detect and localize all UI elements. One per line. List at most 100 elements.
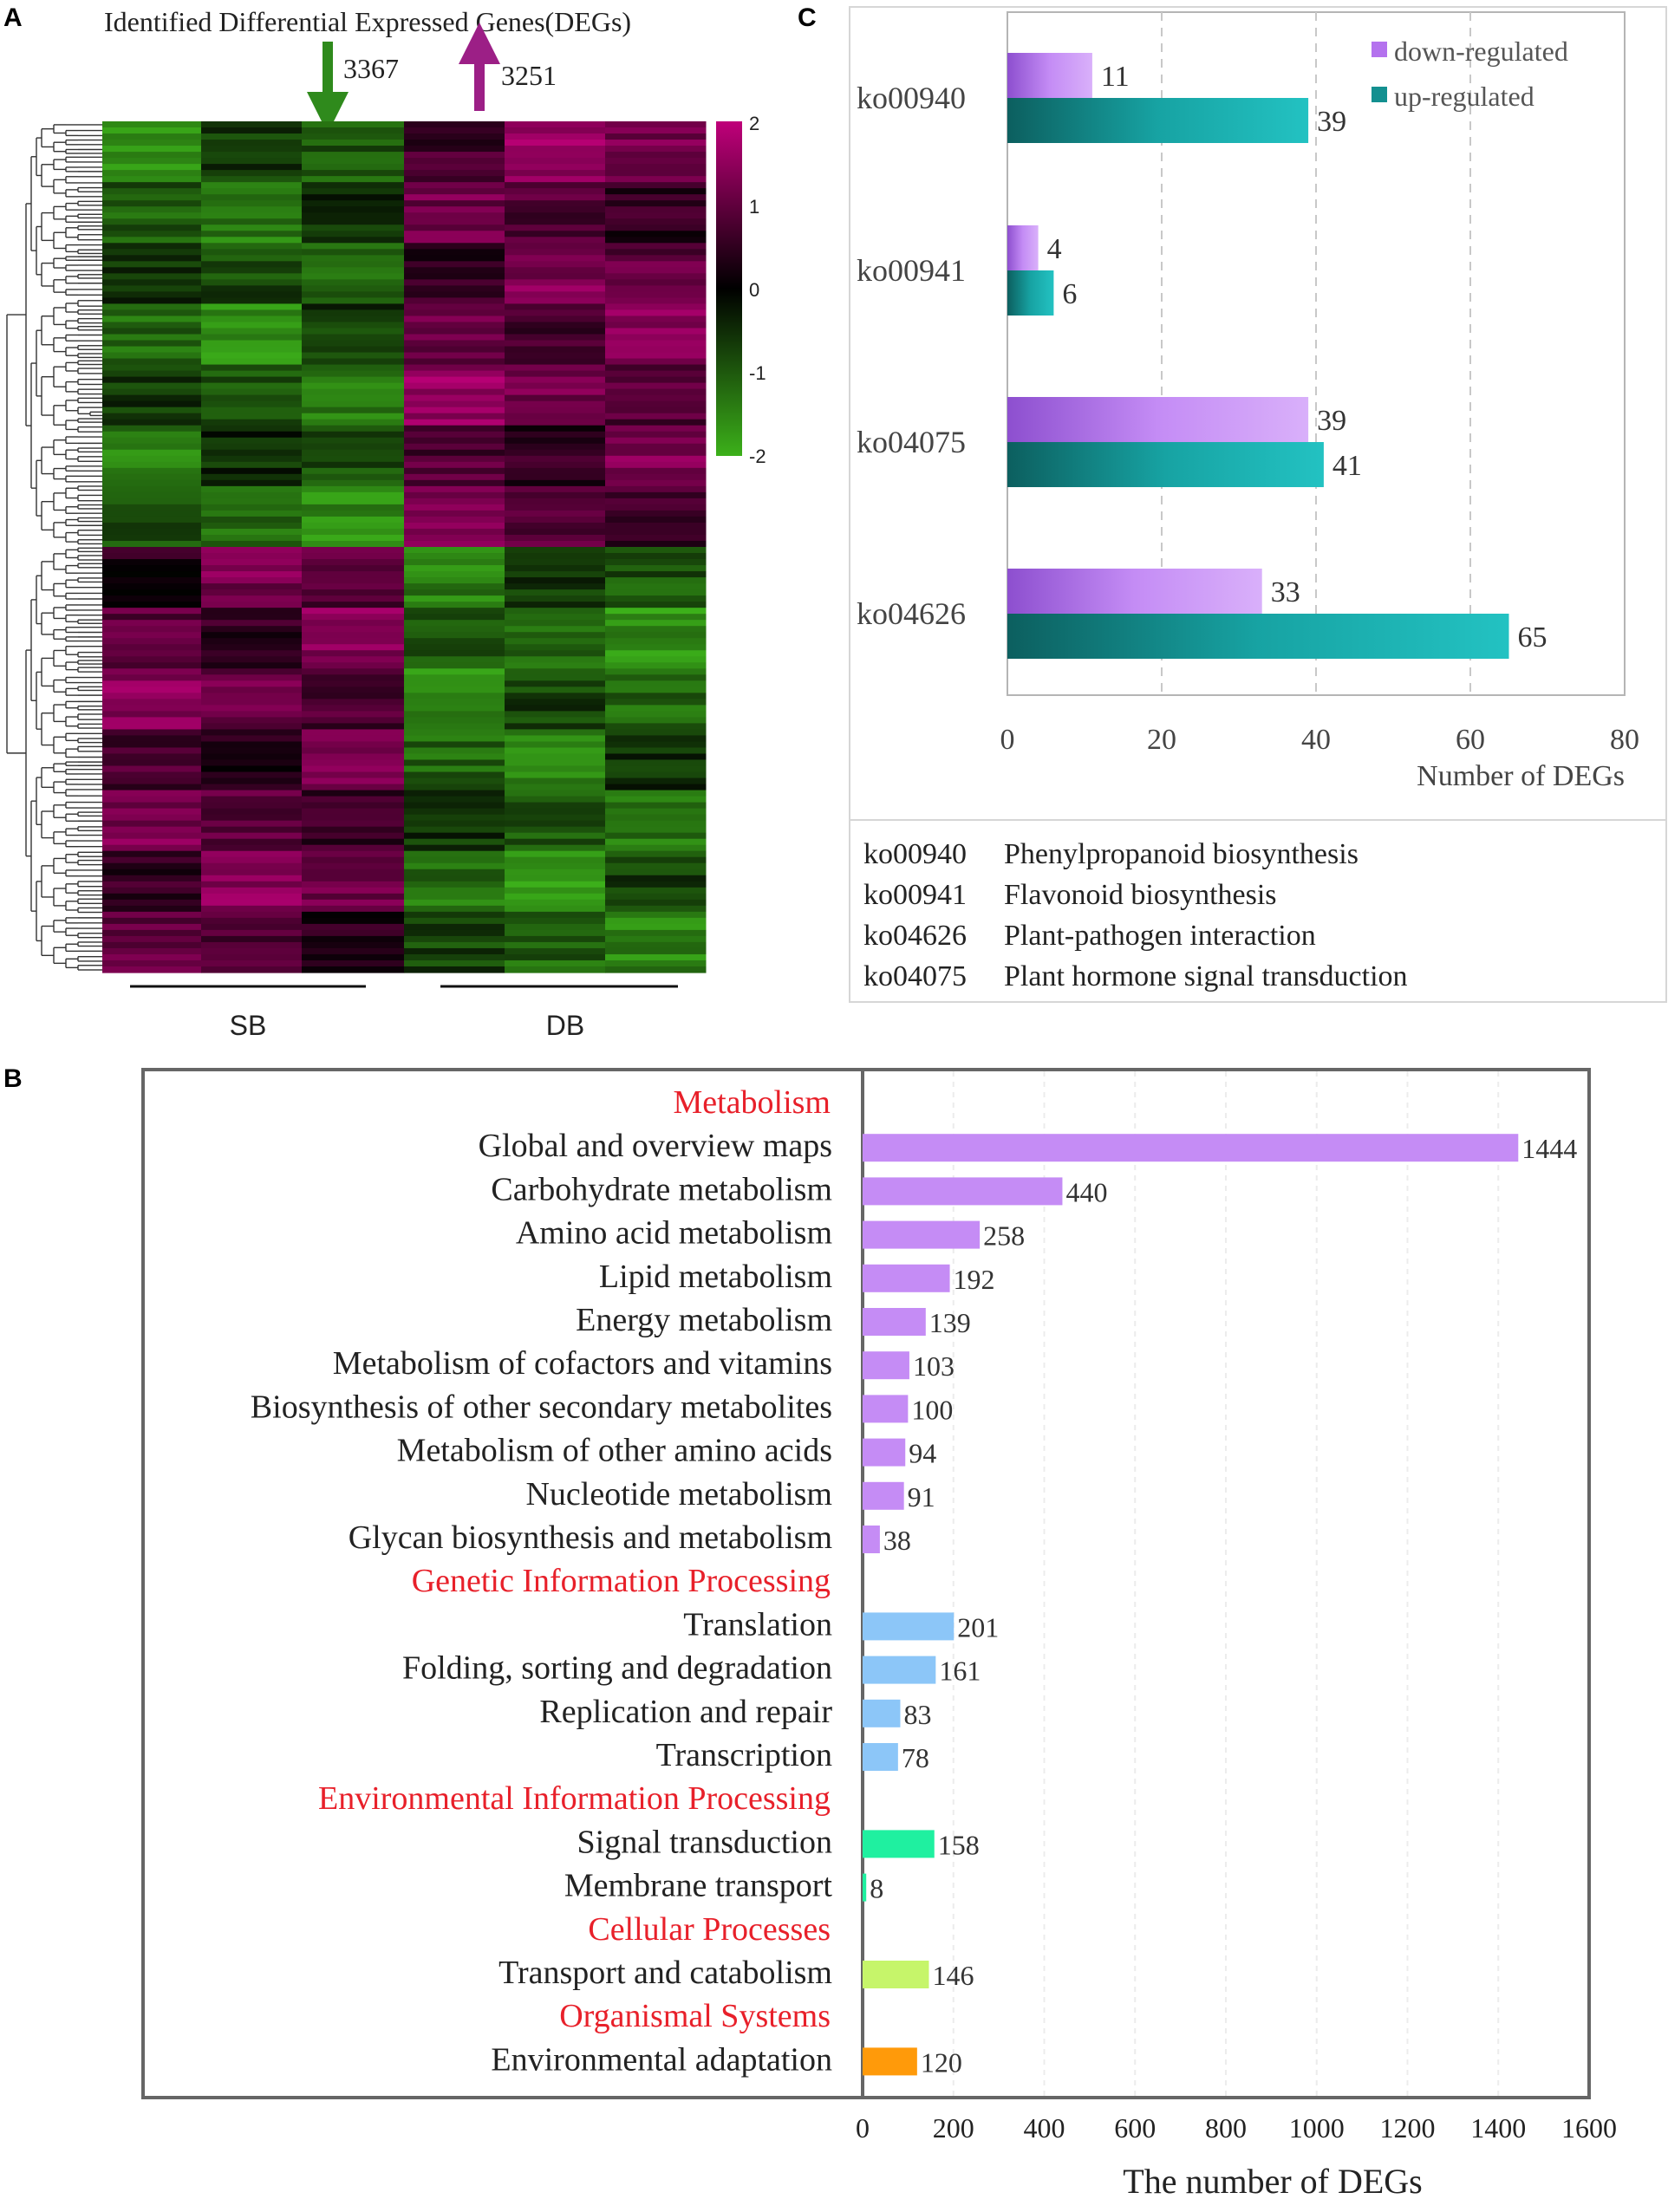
heatmap-cell <box>404 899 505 907</box>
heatmap-cell <box>201 693 303 699</box>
heatmap-cell <box>102 479 202 487</box>
heatmap-cell <box>404 583 505 590</box>
heatmap-cell <box>302 547 405 554</box>
heatmap-cell <box>605 297 707 305</box>
pathway-definitions: ko00940 Phenylpropanoid biosynthesis ko0… <box>863 838 1408 992</box>
heatmap-cell <box>404 322 505 329</box>
heatmap-cell <box>404 953 505 961</box>
heatmap-cell <box>302 765 405 773</box>
heatmap-cell <box>404 358 505 366</box>
category-label: ko00941 <box>857 253 966 288</box>
heatmap-cell <box>404 875 505 882</box>
heatmap-cell <box>404 127 505 134</box>
heatmap-cell <box>404 255 505 262</box>
heatmap-cell <box>505 528 606 536</box>
heatmap-cell <box>404 200 505 207</box>
heatmap-cell <box>102 705 202 712</box>
heatmap-cell <box>102 498 202 505</box>
heatmap-cell <box>505 705 606 712</box>
heatmap-cell <box>404 911 505 919</box>
heatmap-cell <box>404 534 505 542</box>
heatmap-cell <box>302 400 405 408</box>
heatmap-cell <box>201 407 303 414</box>
heatmap-cell <box>404 820 505 828</box>
heatmap-cell <box>605 674 707 681</box>
panel-b-x-ticks: 0 200 400 600 800 1000 1200 1400 1600 <box>856 2112 1617 2144</box>
heatmap-cell <box>102 808 202 816</box>
heatmap-cell <box>505 814 606 822</box>
heatmap-cell <box>605 953 707 961</box>
heatmap-cell <box>404 164 505 171</box>
heatmap-cell <box>404 632 505 639</box>
heatmap-cell <box>102 771 202 779</box>
heatmap-cell <box>302 358 405 366</box>
heatmap-cell <box>102 741 202 749</box>
heatmap-cell <box>201 626 303 633</box>
heatmap-cell <box>505 844 606 852</box>
heatmap-cell <box>404 340 505 348</box>
heatmap-cell <box>201 711 303 718</box>
heatmap-cell <box>102 674 202 681</box>
heatmap-cell <box>201 656 303 663</box>
heatmap-cell <box>302 729 405 737</box>
heatmap-cell <box>201 194 303 201</box>
heatmap-cell <box>605 443 707 451</box>
bar <box>863 1264 950 1292</box>
heatmap-cell <box>505 182 606 189</box>
heatmap-cell <box>404 844 505 852</box>
heatmap-cell <box>102 309 202 317</box>
heatmap-cell <box>404 376 505 384</box>
heatmap-cell <box>102 784 202 791</box>
bar <box>863 1220 981 1249</box>
bar-value-label: 11 <box>1101 61 1130 93</box>
heatmap-cell <box>605 431 707 439</box>
heatmap-cell <box>102 261 202 268</box>
heatmap-cell <box>505 735 606 743</box>
subcategory-label: Global and overview maps <box>479 1128 832 1164</box>
heatmap-cell <box>201 608 303 615</box>
bar-value-label: 41 <box>1332 450 1362 482</box>
heatmap-cell <box>605 528 707 536</box>
heatmap-cell <box>404 686 505 693</box>
bar <box>863 1612 955 1641</box>
heatmap-cell <box>302 826 405 834</box>
heatmap-cell <box>404 218 505 225</box>
heatmap-cell <box>404 419 505 426</box>
heatmap-cell <box>605 881 707 888</box>
x-tick-label: 0 <box>856 2112 870 2144</box>
heatmap-cell <box>605 717 707 725</box>
heatmap-cell <box>404 602 505 608</box>
heatmap-cell <box>102 370 202 378</box>
heatmap-cell <box>404 869 505 876</box>
bar <box>863 2047 917 2076</box>
heatmap-cell <box>102 218 202 225</box>
heatmap-cell <box>505 784 606 791</box>
x-tick-label: 800 <box>1205 2112 1247 2144</box>
heatmap-cell <box>505 388 606 396</box>
heatmap-cell <box>404 771 505 779</box>
bar <box>863 1134 1519 1162</box>
heatmap-cell <box>505 608 606 615</box>
heatmap-cell <box>605 771 707 779</box>
heatmap-cell <box>102 267 202 274</box>
heatmap-cell <box>201 686 303 693</box>
heatmap-cell <box>201 206 303 213</box>
heatmap-cell <box>201 838 303 846</box>
bar-down-regulated <box>1007 53 1092 98</box>
heatmap-cell <box>201 328 303 335</box>
heatmap-cell <box>404 194 505 201</box>
heatmap-cell <box>505 832 606 840</box>
heatmap-cell <box>505 231 606 237</box>
heatmap-cell <box>302 626 405 633</box>
heatmap-cell <box>201 929 303 937</box>
heatmap-cell <box>201 717 303 725</box>
bar-value-label: 39 <box>1317 106 1346 138</box>
heatmap-cell <box>505 400 606 408</box>
heatmap-cell <box>102 632 202 639</box>
heatmap-cell <box>302 182 405 189</box>
legend-swatch-up <box>1372 87 1387 102</box>
heatmap-cell <box>505 656 606 663</box>
heatmap-cell <box>102 394 202 402</box>
heatmap-cell <box>404 516 505 524</box>
heatmap-cell <box>102 522 202 530</box>
